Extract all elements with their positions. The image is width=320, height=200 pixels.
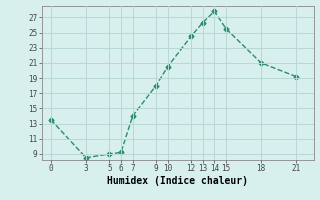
X-axis label: Humidex (Indice chaleur): Humidex (Indice chaleur) bbox=[107, 176, 248, 186]
